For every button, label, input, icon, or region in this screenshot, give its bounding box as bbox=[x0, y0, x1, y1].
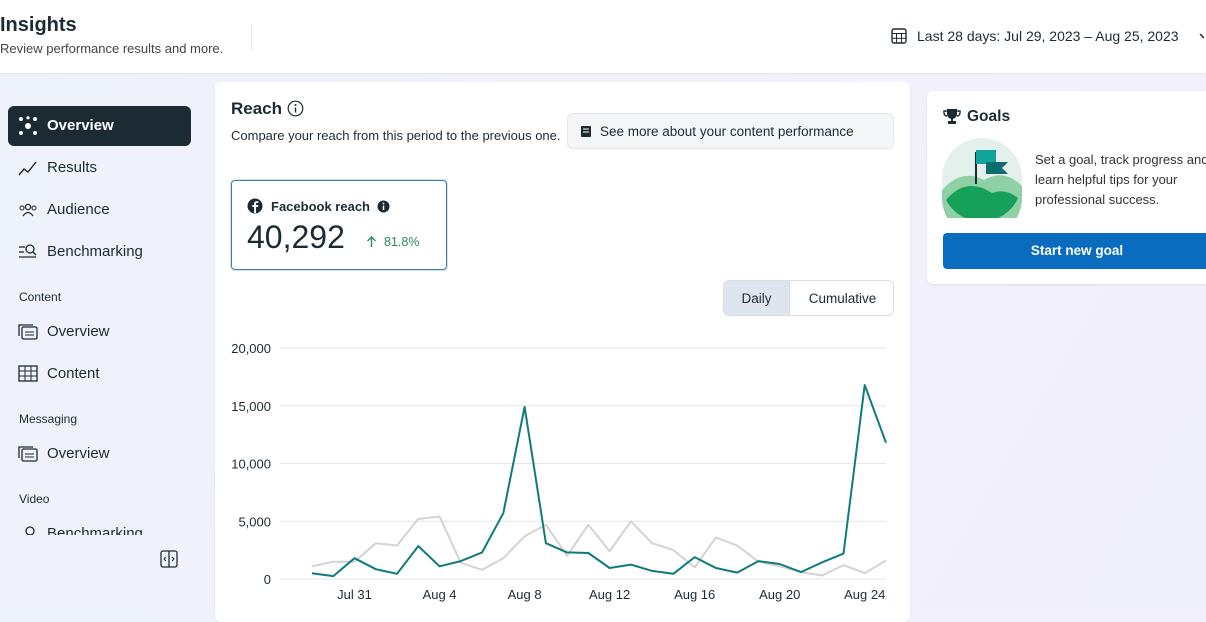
metric-box[interactable]: Facebook reach 40,292 81.8% bbox=[231, 180, 447, 270]
x-tick-label: Aug 12 bbox=[589, 587, 630, 602]
nav-section: Video bbox=[19, 492, 50, 506]
link-label: See more about your content performance bbox=[600, 124, 854, 139]
series-line bbox=[311, 515, 887, 577]
nav-item[interactable]: Overview bbox=[8, 312, 191, 352]
date-range[interactable]: Last 28 days: Jul 29, 2023 – Aug 25, 202… bbox=[917, 28, 1179, 44]
nav-icon bbox=[18, 365, 38, 382]
nav-icon bbox=[18, 324, 38, 340]
nav-item[interactable]: Overview bbox=[8, 434, 191, 474]
header: Insights Review performance results and … bbox=[0, 0, 1206, 74]
toggle-option[interactable]: Daily bbox=[724, 281, 790, 315]
info-icon bbox=[287, 100, 304, 117]
card-description: Compare your reach from this period to t… bbox=[231, 128, 561, 143]
nav-label: Content bbox=[47, 365, 100, 382]
collapse-icon[interactable] bbox=[160, 550, 178, 568]
nav-label: Overview bbox=[47, 117, 114, 134]
nav-label: Benchmarking bbox=[47, 243, 143, 260]
start-goal-button[interactable]: Start new goal bbox=[943, 233, 1206, 269]
y-tick-label: 0 bbox=[264, 572, 271, 587]
facebook-icon bbox=[247, 198, 263, 214]
link-button[interactable]: See more about your content performance bbox=[567, 113, 894, 149]
x-tick-label: Jul 31 bbox=[337, 587, 372, 602]
series-line bbox=[311, 384, 887, 578]
info-icon bbox=[377, 200, 390, 213]
card-title: Goals bbox=[967, 108, 1011, 125]
nav-item[interactable]: Content bbox=[8, 354, 191, 394]
trophy-icon bbox=[943, 109, 961, 124]
y-tick-label: 15,000 bbox=[231, 399, 271, 414]
nav-section: Content bbox=[19, 290, 62, 304]
nav-icon bbox=[19, 116, 37, 135]
nav-label: Benchmarking bbox=[47, 525, 143, 535]
nav-label: Overview bbox=[47, 445, 110, 462]
nav-item[interactable]: Results bbox=[8, 148, 191, 188]
chevron bbox=[1199, 33, 1205, 39]
x-tick-label: Aug 8 bbox=[508, 587, 542, 602]
sidebar: Overview Results Audience Benchmarking C… bbox=[0, 74, 205, 535]
nav-icon bbox=[19, 203, 37, 217]
y-tick-label: 20,000 bbox=[231, 341, 271, 356]
x-tick-label: Aug 16 bbox=[674, 587, 715, 602]
toggle-label: Cumulative bbox=[808, 291, 877, 306]
goal-illustration bbox=[942, 138, 1022, 218]
x-tick-label: Aug 20 bbox=[759, 587, 800, 602]
nav-item[interactable]: Benchmarking bbox=[8, 514, 191, 535]
button-label: Start new goal bbox=[1030, 243, 1124, 258]
nav-item[interactable]: Overview bbox=[8, 106, 191, 146]
goals-text: Set a goal, track progress and learn hel… bbox=[1035, 152, 1206, 207]
nav-icon bbox=[19, 244, 37, 258]
chart: 0 5,000 10,000 15,000 20,000 Jul 31 Aug 4 Aug 8… bbox=[231, 341, 887, 602]
y-tick-label: 5,000 bbox=[238, 514, 271, 529]
goals-card: Goals Set a goal, track progress and lea… bbox=[927, 91, 1206, 284]
nav-icon bbox=[18, 446, 38, 462]
divider bbox=[251, 24, 252, 50]
page: {"header": {"title": "Insights", "subtit… bbox=[0, 0, 1206, 608]
reach-card: Reach Compare your reach from this perio… bbox=[215, 82, 910, 622]
page-subtitle: Review performance results and more. bbox=[0, 41, 224, 56]
nav-label: Results bbox=[47, 159, 98, 176]
nav-icon bbox=[25, 526, 35, 535]
x-tick-label: Aug 4 bbox=[423, 587, 457, 602]
toggle-option[interactable]: Cumulative bbox=[790, 281, 893, 315]
nav-section: Messaging bbox=[19, 412, 78, 426]
nav-icon bbox=[18, 161, 37, 176]
nav-label: Audience bbox=[47, 201, 110, 218]
card-title: Reach bbox=[231, 99, 283, 118]
toggle: Daily Cumulative bbox=[723, 280, 894, 316]
nav-item[interactable]: Benchmarking bbox=[8, 232, 191, 272]
up-arrow bbox=[367, 236, 376, 247]
toggle-label: Daily bbox=[741, 291, 772, 306]
nav-label: Overview bbox=[47, 323, 110, 340]
nav-item[interactable]: Audience bbox=[8, 190, 191, 230]
metric-change: 81.8% bbox=[384, 235, 420, 249]
metric-value: 40,292 bbox=[247, 219, 345, 255]
y-tick-label: 10,000 bbox=[231, 457, 271, 472]
metric-label: Facebook reach bbox=[271, 199, 370, 214]
doc-icon bbox=[581, 126, 591, 137]
x-tick-label: Aug 24 bbox=[844, 587, 885, 602]
page-title: Insights bbox=[0, 14, 77, 36]
calendar-icon bbox=[891, 28, 907, 44]
